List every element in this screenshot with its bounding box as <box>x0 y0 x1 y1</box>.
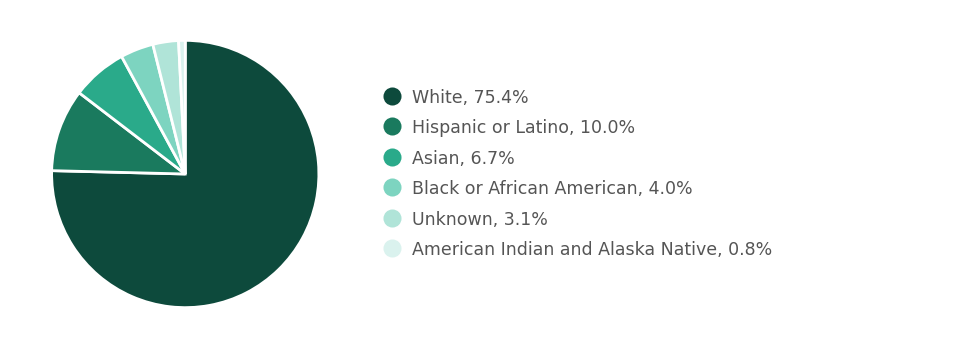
Wedge shape <box>122 44 185 174</box>
Wedge shape <box>153 40 185 174</box>
Legend: White, 75.4%, Hispanic or Latino, 10.0%, Asian, 6.7%, Black or African American,: White, 75.4%, Hispanic or Latino, 10.0%,… <box>379 80 781 268</box>
Wedge shape <box>79 56 185 174</box>
Wedge shape <box>52 40 319 308</box>
Wedge shape <box>52 93 185 174</box>
Wedge shape <box>178 40 185 174</box>
